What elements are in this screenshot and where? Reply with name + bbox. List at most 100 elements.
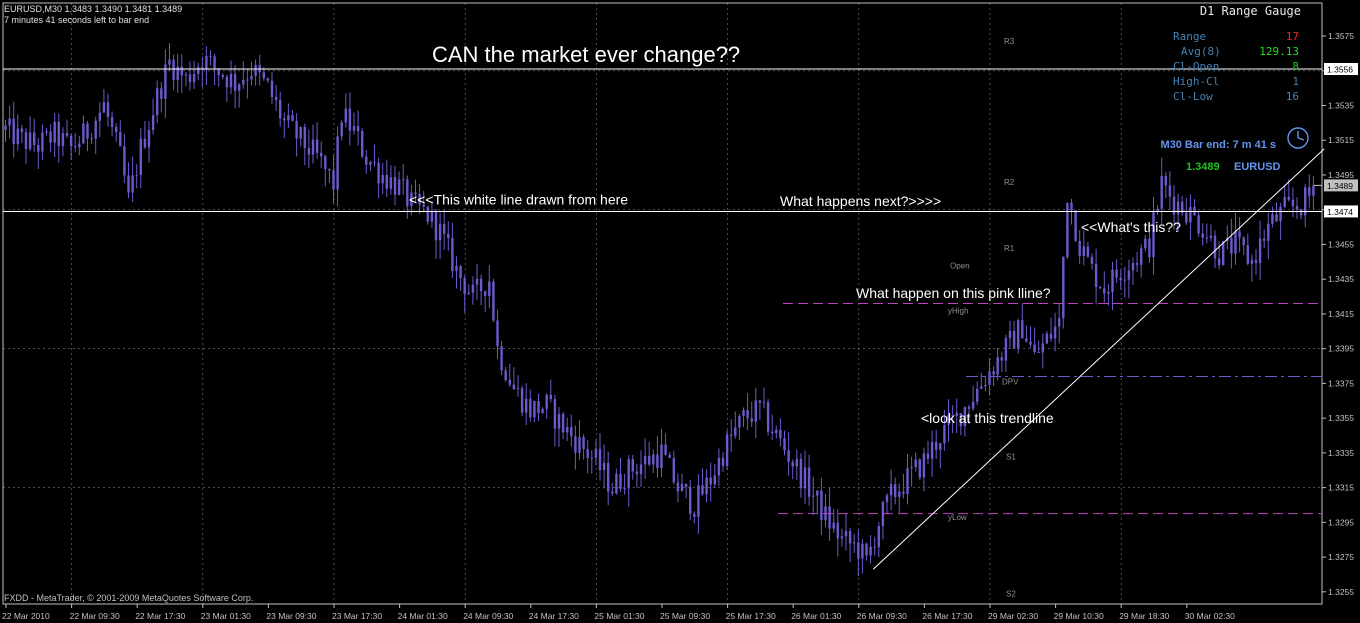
candle-body [594,448,598,458]
bar-info-symbol: EURUSD [1234,161,1281,173]
candle-body [504,370,507,380]
gauge-row-label: Avg(8) [1181,45,1221,58]
candle-body [512,384,516,390]
candle-body [750,418,753,422]
candle-body [787,450,790,462]
horizontal-lines[interactable] [3,68,1322,515]
price-tick-label: 1.3455 [1328,239,1354,249]
candle-body [1115,269,1118,278]
price-tick-label: 1.3395 [1328,344,1354,354]
candle-body [889,484,893,496]
candle-body [488,281,491,296]
candle-body [877,526,880,548]
candle-body [689,486,692,514]
candle-body [135,174,138,176]
candle-body [885,495,889,502]
candle-body [402,179,405,181]
candle-body [1041,343,1044,353]
time-axis[interactable]: 22 Mar 2010 22 Mar 09:30 22 Mar 17:30 23 Ma… [2,604,1235,621]
candle-body [151,115,155,130]
candle-body [570,427,573,437]
candle-body [1205,237,1208,239]
pivot-label: R1 [1004,244,1015,253]
candle-body [971,401,975,409]
candle-body [49,131,52,143]
pivot-label: S2 [1006,590,1016,599]
candle-body [529,398,532,418]
line-price-label: 1.3474 [1327,207,1353,217]
gauge-row-label: Cl-Low [1173,90,1213,103]
candle-body [315,139,319,153]
candle-body [898,491,901,497]
candle-body [795,458,798,467]
range-gauge-title: D1 Range Gauge [1200,4,1301,18]
candle-body [418,193,421,205]
candle-body [1222,241,1225,265]
range-gauge: D1 Range Gauge Range 17 Avg(8) 129.13 Cl-Ope… [1173,4,1301,103]
candle-body [1107,291,1110,294]
time-tick-label: 29 Mar 02:30 [988,611,1038,621]
candle-body [279,99,282,119]
candle-body [299,127,302,139]
candle-body [201,67,204,70]
candle-body [1181,201,1184,213]
price-axis[interactable]: 1.35751.35551.35351.35151.34951.34751.34… [1314,31,1358,597]
candle-body [1201,233,1204,238]
candle-body [295,120,298,139]
candle-body [406,179,409,207]
candle-body [1287,197,1290,200]
time-tick-label: 24 Mar 09:30 [463,611,513,621]
price-tick-label: 1.3515 [1328,135,1354,145]
candle-body [783,438,786,451]
candle-body [836,522,839,539]
candle-body [373,162,376,164]
candle-body [328,168,331,171]
candle-body [705,477,708,495]
candle-body [1283,197,1286,207]
candle-body [844,530,848,537]
candle-body [1156,208,1159,213]
candle-body [41,132,44,152]
candle-body [1037,352,1040,354]
candle-body [1168,185,1172,197]
candle-body [549,394,552,400]
candle-body [803,467,807,489]
candle-body [861,543,864,559]
candle-body [812,495,815,497]
candle-body [492,281,495,321]
candle-body [98,112,101,121]
candle-body [680,483,684,492]
candle-body [668,454,671,459]
candle-body [816,490,819,496]
candle-body [967,407,971,409]
candle-body [127,175,130,193]
candles [4,43,1315,576]
candle-body [602,463,606,471]
candle-body [586,449,589,458]
candle-body [1099,287,1102,289]
candle-body [1213,235,1217,259]
candle-body [1230,237,1233,254]
candle-body [701,485,704,495]
candle-body [775,429,778,434]
candle-body [516,388,520,390]
price-tick-label: 1.3335 [1328,448,1354,458]
candle-body [229,74,233,88]
candle-body [270,80,274,97]
trendline[interactable] [872,148,1325,570]
candle-body [311,139,315,155]
candle-body [1111,269,1114,292]
candle-body [828,506,831,529]
chart-title-annotation: CAN the market ever change?? [432,42,740,67]
candle-body [918,459,921,478]
candle-body [1090,256,1094,264]
candle-body [791,461,794,467]
bar-end-info: M30 Bar end: 7 m 41 s 1.3489 EURUSD [1160,127,1309,173]
annotation-text: <<What's this?? [1081,219,1181,235]
candle-body [840,536,844,539]
price-tick-label: 1.3275 [1328,552,1354,562]
candle-body [291,115,294,121]
candle-body [205,56,208,70]
candle-body [447,233,450,238]
